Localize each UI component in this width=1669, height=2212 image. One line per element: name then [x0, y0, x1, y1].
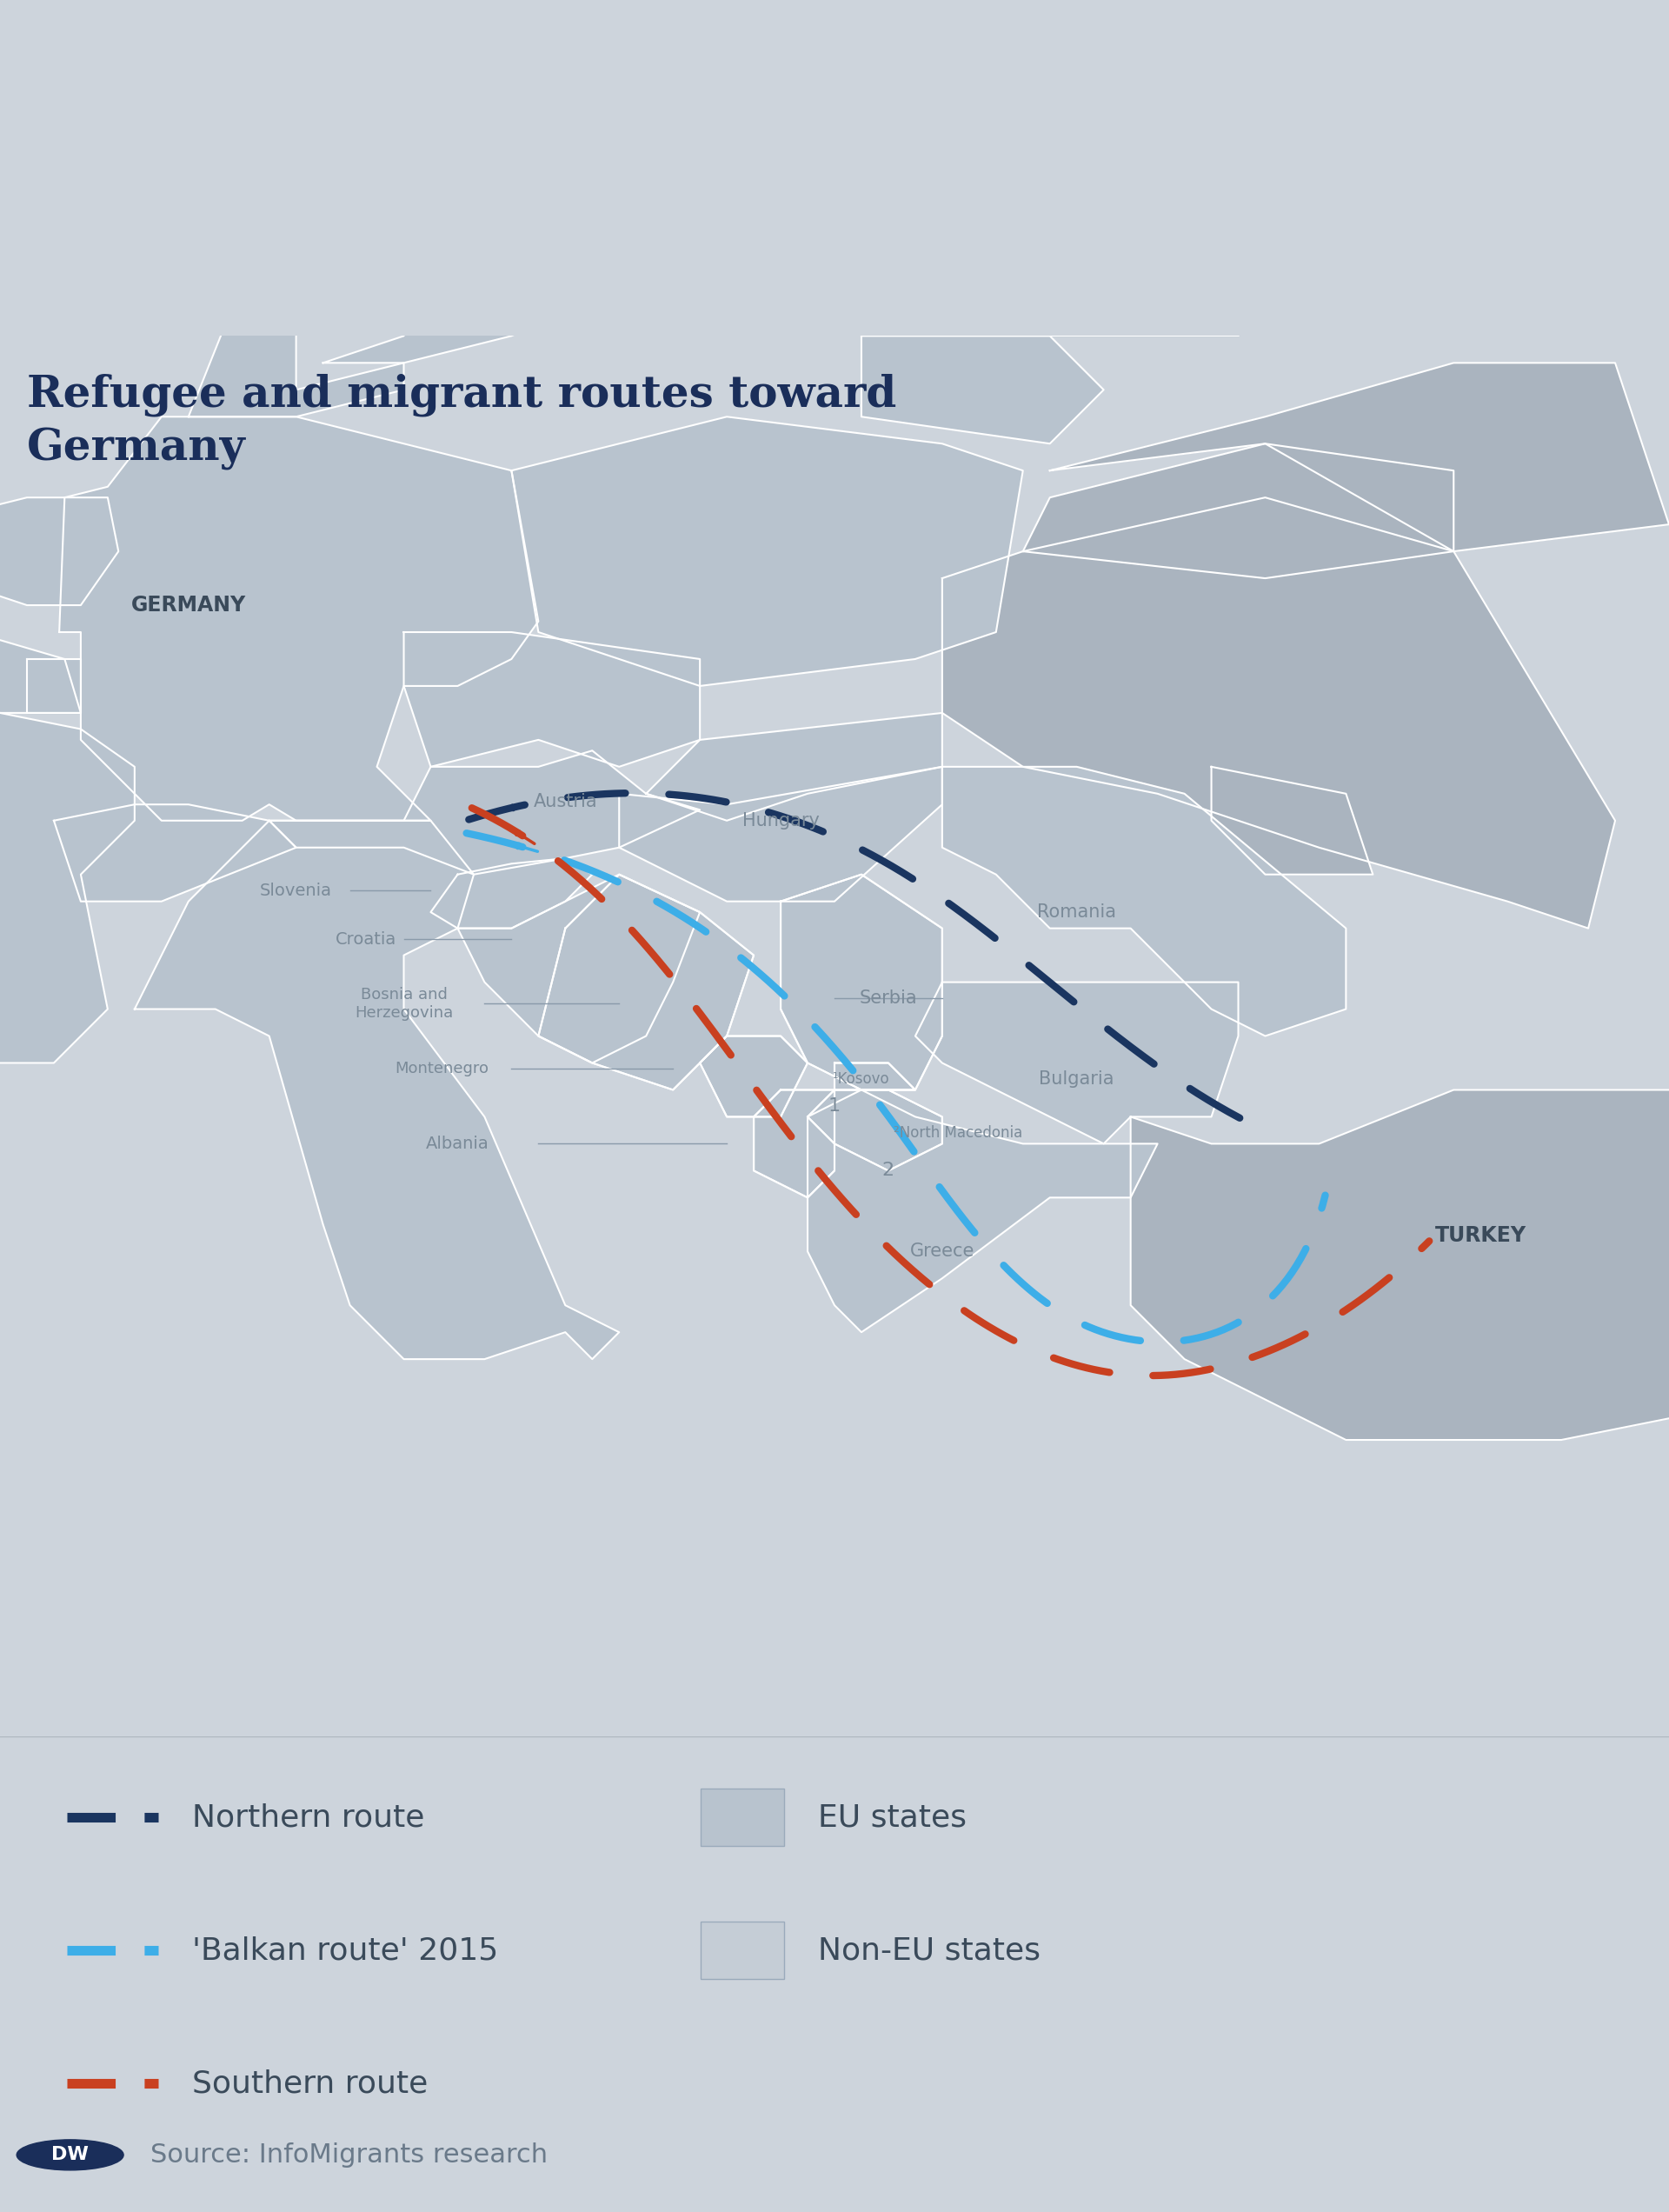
Text: GERMANY: GERMANY: [130, 595, 245, 615]
Text: Bulgaria: Bulgaria: [1040, 1071, 1115, 1088]
Text: Refugee and migrant routes toward: Refugee and migrant routes toward: [27, 374, 896, 416]
Polygon shape: [754, 1091, 834, 1197]
Text: Croatia: Croatia: [335, 931, 397, 947]
Polygon shape: [1023, 445, 1454, 577]
Text: Greece: Greece: [910, 1243, 975, 1261]
Polygon shape: [915, 982, 1238, 1144]
Polygon shape: [861, 283, 1238, 336]
Polygon shape: [135, 821, 619, 1358]
Polygon shape: [943, 768, 1345, 1035]
Polygon shape: [619, 768, 943, 902]
Polygon shape: [808, 1091, 943, 1170]
Polygon shape: [269, 750, 699, 874]
Text: Germany: Germany: [27, 427, 245, 471]
Polygon shape: [915, 175, 1238, 283]
Polygon shape: [27, 659, 80, 712]
Text: Slovenia: Slovenia: [260, 883, 332, 898]
Polygon shape: [511, 416, 1023, 686]
Text: 1: 1: [828, 1097, 841, 1115]
Polygon shape: [781, 874, 943, 1091]
Text: EU states: EU states: [818, 1803, 966, 1832]
Text: Serbia: Serbia: [860, 989, 918, 1006]
Polygon shape: [0, 0, 754, 283]
Circle shape: [17, 2139, 124, 2170]
Polygon shape: [808, 0, 1292, 228]
Polygon shape: [943, 498, 1616, 929]
Polygon shape: [1212, 768, 1374, 874]
Text: Source: InfoMigrants research: Source: InfoMigrants research: [150, 2143, 547, 2168]
Text: ²North Macedonia: ²North Macedonia: [895, 1126, 1023, 1141]
Polygon shape: [754, 1091, 834, 1197]
Polygon shape: [781, 874, 943, 1091]
Polygon shape: [0, 622, 135, 1064]
Text: Montenegro: Montenegro: [394, 1060, 489, 1077]
Polygon shape: [431, 858, 592, 929]
Polygon shape: [646, 712, 943, 821]
Polygon shape: [189, 283, 404, 416]
Polygon shape: [324, 0, 726, 363]
Polygon shape: [0, 498, 118, 606]
Polygon shape: [58, 416, 539, 821]
Text: Northern route: Northern route: [192, 1803, 424, 1832]
Text: Non-EU states: Non-EU states: [818, 1936, 1040, 1964]
FancyBboxPatch shape: [701, 1922, 784, 1980]
Text: ¹Kosovo: ¹Kosovo: [833, 1071, 890, 1086]
Polygon shape: [539, 874, 754, 1091]
Polygon shape: [404, 633, 699, 768]
Polygon shape: [834, 1064, 915, 1091]
Text: Southern route: Southern route: [192, 2068, 427, 2099]
Text: Bosnia and
Herzegovina: Bosnia and Herzegovina: [354, 987, 452, 1020]
Polygon shape: [1130, 1091, 1669, 1440]
Polygon shape: [808, 1091, 1158, 1332]
Polygon shape: [808, 1091, 943, 1170]
Polygon shape: [53, 805, 295, 902]
Polygon shape: [1050, 363, 1669, 551]
Text: Romania: Romania: [1036, 902, 1117, 920]
Polygon shape: [0, 606, 80, 712]
Polygon shape: [834, 1064, 915, 1091]
FancyBboxPatch shape: [701, 1790, 784, 1845]
Polygon shape: [457, 874, 699, 1064]
Polygon shape: [539, 874, 754, 1091]
Text: Austria: Austria: [534, 794, 598, 810]
Polygon shape: [699, 1035, 808, 1117]
Text: DW: DW: [52, 2146, 88, 2163]
Polygon shape: [861, 336, 1103, 445]
Text: 2: 2: [883, 1161, 895, 1179]
Text: 'Balkan route' 2015: 'Balkan route' 2015: [192, 1936, 497, 1964]
Text: Albania: Albania: [426, 1135, 489, 1152]
Text: TURKEY: TURKEY: [1435, 1225, 1525, 1245]
Polygon shape: [699, 1035, 808, 1117]
Text: Hungary: Hungary: [743, 812, 819, 830]
